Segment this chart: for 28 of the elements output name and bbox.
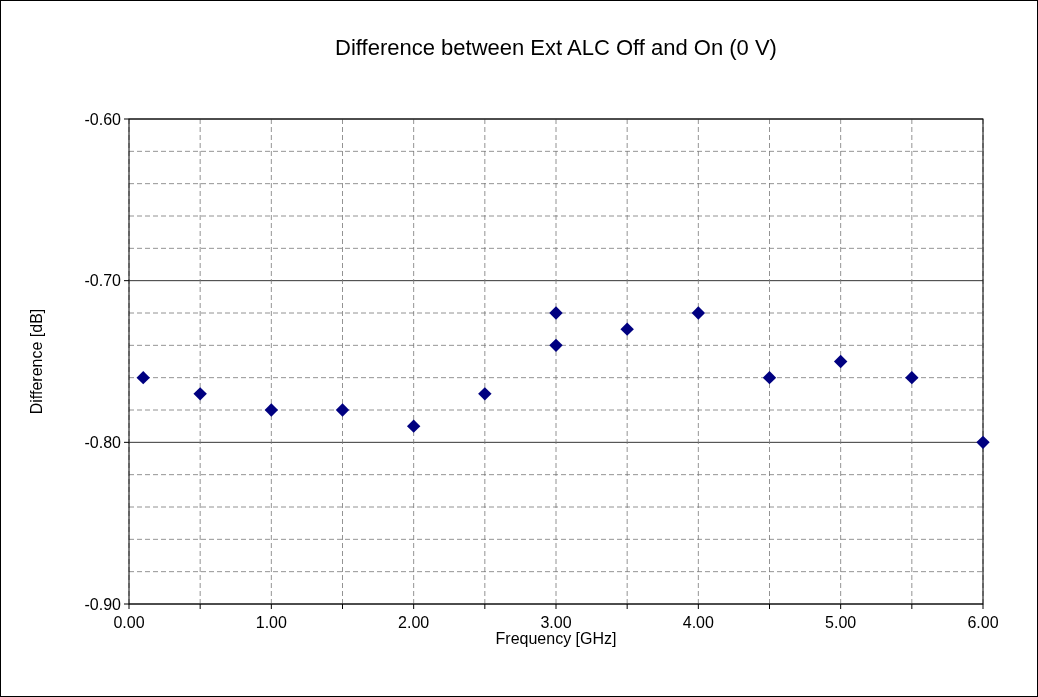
point	[406, 419, 421, 433]
point	[335, 403, 350, 417]
x-tick-label: 6.00	[967, 614, 999, 631]
x-tick-label: 4.00	[682, 614, 715, 631]
x-axis-title: Frequency [GHz]	[495, 630, 617, 647]
point	[193, 387, 207, 401]
point	[478, 387, 492, 401]
point	[976, 435, 990, 450]
y-tick-label: -0.60	[84, 110, 122, 128]
y-axis-title: Difference [dB]	[28, 308, 45, 415]
point	[762, 370, 777, 385]
x-tick-label: 1.00	[255, 614, 288, 631]
y-tick-label: -0.70	[84, 272, 122, 290]
x-tick-label: 0.00	[113, 614, 145, 631]
chart-title: Difference between Ext ALC Off and On (0 V)	[335, 35, 777, 60]
point	[264, 403, 279, 417]
point	[620, 322, 634, 336]
x-tick-label: 5.00	[825, 614, 857, 631]
point	[549, 306, 563, 320]
point	[905, 370, 919, 385]
y-tick-label: -0.90	[84, 595, 122, 613]
x-tick-label: 3.00	[540, 614, 572, 631]
point	[691, 306, 706, 320]
x-tick-label: 2.00	[398, 614, 430, 631]
point	[136, 370, 150, 385]
point	[549, 338, 563, 353]
y-tick-label: -0.80	[84, 433, 122, 451]
point	[833, 354, 848, 369]
